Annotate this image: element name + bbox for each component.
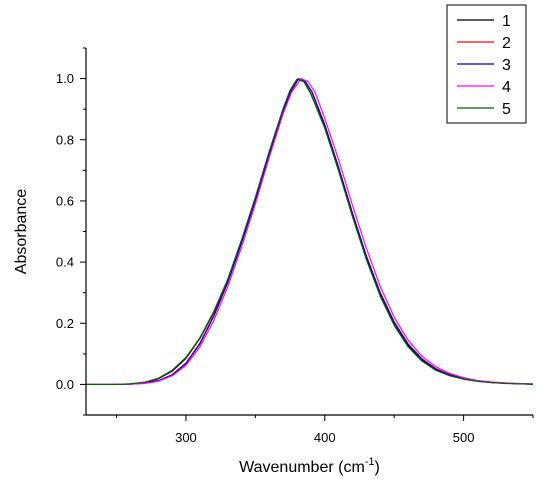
series-line-3	[86, 78, 534, 386]
x-tick-label: 500	[453, 430, 475, 445]
legend-label-4: 4	[502, 79, 511, 96]
legend-label-2: 2	[502, 35, 511, 52]
y-tick-label: 0.8	[56, 132, 74, 147]
y-tick-label: 0.6	[56, 193, 74, 208]
x-axis-title-superscript: -1	[365, 456, 375, 468]
x-tick-label: 400	[314, 430, 336, 445]
x-tick-label: 300	[175, 430, 197, 445]
y-tick-label: 0.2	[56, 316, 74, 331]
series-line-5	[86, 78, 534, 386]
y-axis-title: Absorbance	[13, 189, 30, 274]
plot-lines	[86, 77, 534, 386]
tick-labels: 300 400 500 0.0 0.2 0.4 0.6 0.8 1.0	[56, 71, 475, 445]
series-line-4	[86, 77, 534, 386]
y-tick-label: 0.4	[56, 255, 74, 270]
legend-label-5: 5	[502, 101, 511, 118]
axes	[80, 47, 534, 421]
x-axis-title: Wavenumber (cm-1)	[239, 456, 380, 476]
x-axis-title-close: )	[375, 459, 380, 476]
y-tick-label: 1.0	[56, 71, 74, 86]
legend-label-1: 1	[502, 13, 511, 30]
legend: 1 2 3 4 5	[446, 4, 527, 124]
y-tick-label: 0.0	[56, 377, 74, 392]
x-axis-title-main: Wavenumber (cm	[239, 459, 365, 476]
legend-label-3: 3	[502, 57, 511, 74]
